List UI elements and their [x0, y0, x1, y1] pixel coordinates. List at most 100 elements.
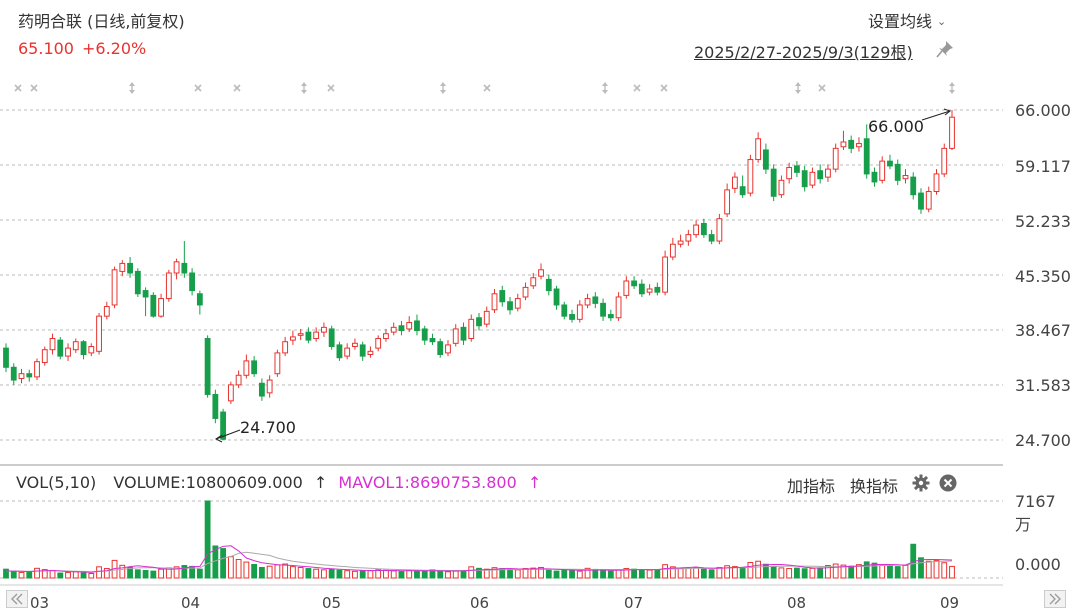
event-marker-icon: [14, 84, 22, 92]
y-tick-label: 66.000: [1015, 101, 1071, 120]
volume-bar: [770, 565, 777, 579]
volume-bar: [600, 569, 606, 579]
volume-bar: [251, 563, 258, 579]
double-chevron-right-icon[interactable]: [1044, 590, 1066, 608]
volume-bar: [258, 566, 265, 579]
ma-setting-dropdown[interactable]: 设置均线 ⌄: [868, 8, 946, 32]
high-price-label: 66.000: [868, 117, 924, 136]
add-indicator-button[interactable]: 加指标: [787, 477, 836, 496]
candle-body: [49, 338, 56, 351]
volume-bar: [150, 570, 157, 579]
volume-bar: [638, 569, 645, 579]
volume-bar: [662, 564, 669, 579]
volume-bar: [305, 568, 312, 579]
candle-body: [142, 290, 149, 298]
volume-bar: [724, 565, 731, 579]
volume-bar: [328, 568, 335, 579]
volume-bar: [88, 572, 95, 579]
volume-bar: [739, 567, 746, 579]
volume-bar: [607, 570, 614, 579]
volume-bar: [344, 570, 351, 579]
y-tick-label: 31.583: [1015, 376, 1071, 395]
candle-body: [731, 176, 738, 189]
candle-body: [514, 298, 521, 309]
volume-bar: [538, 566, 544, 579]
candle-body: [251, 360, 258, 375]
y-tick-label: 59.117: [1015, 157, 1071, 176]
gear-icon[interactable]: [912, 474, 930, 492]
volume-bar: [235, 559, 242, 579]
candle-body: [41, 349, 48, 363]
candle-body: [429, 338, 436, 343]
volume-bar: [584, 567, 591, 579]
candle-body: [189, 272, 196, 292]
candle-body: [848, 139, 855, 149]
volume-bar: [615, 569, 622, 579]
stock-title: 药明合联 (日线,前复权): [18, 12, 185, 31]
pin-icon[interactable]: [935, 40, 955, 58]
volume-bar: [421, 570, 428, 579]
date-range-link[interactable]: 2025/2/27-2025/9/3(129根): [694, 43, 913, 62]
volume-bar: [933, 559, 940, 579]
event-marker-icon: [483, 84, 491, 92]
volume-bar: [3, 568, 9, 579]
event-marker-icon: [194, 84, 202, 92]
volume-bar: [755, 560, 762, 579]
candle-body: [762, 149, 769, 170]
candle-body: [794, 165, 800, 173]
volume-bar: [491, 567, 498, 579]
candle-body: [227, 384, 234, 402]
candle-body: [654, 286, 661, 293]
candle-body: [383, 333, 389, 340]
double-chevron-left-icon[interactable]: [6, 590, 28, 608]
volume-bar: [96, 566, 102, 579]
volume-bar: [918, 557, 924, 579]
candle-body: [918, 192, 924, 210]
event-marker-icon: [327, 84, 335, 92]
candle-body: [856, 143, 862, 148]
candle-body: [88, 346, 95, 354]
candle-body: [708, 234, 715, 242]
volume-bar: [321, 569, 327, 579]
event-marker-icon: [660, 84, 668, 92]
candle-body: [770, 168, 777, 197]
volume-bar: [576, 570, 583, 579]
volume-bar: [840, 564, 847, 579]
volume-bar: [561, 569, 568, 579]
candle-body: [390, 326, 397, 333]
volume-bar: [545, 569, 552, 579]
x-tick-label: 07: [624, 594, 644, 612]
candle-body: [220, 411, 227, 440]
close-icon[interactable]: [939, 474, 957, 492]
candle-body: [569, 314, 575, 320]
volume-bar: [196, 568, 203, 579]
volume-bar: [794, 567, 800, 579]
candle-body: [96, 315, 102, 352]
candle-body: [3, 347, 9, 368]
candle-body: [545, 278, 552, 292]
candle-body: [894, 163, 901, 181]
candle-body: [57, 339, 64, 357]
candle-body: [406, 322, 413, 330]
volume-bar: [437, 570, 444, 579]
event-marker-icon: [440, 82, 446, 94]
candle-body: [289, 336, 296, 341]
volume-bar: [26, 571, 33, 579]
candle-body: [282, 341, 289, 354]
volume-bar: [716, 566, 723, 579]
volume-bar: [879, 564, 886, 579]
volume-bar: [817, 567, 824, 579]
swap-indicator-button[interactable]: 换指标: [850, 477, 899, 496]
candle-body: [724, 189, 731, 215]
candle-body: [344, 347, 351, 357]
candle-body: [119, 262, 126, 272]
candle-body: [538, 269, 544, 277]
candles: [3, 110, 955, 440]
candle-body: [476, 317, 482, 327]
volume-bar: [747, 562, 754, 579]
mavol1-value: MAVOL1:8690753.800: [338, 473, 517, 492]
volume-bar: [127, 566, 133, 579]
volume-value: VOLUME:10800609.000: [113, 473, 303, 492]
event-marker-icon: [949, 82, 955, 94]
